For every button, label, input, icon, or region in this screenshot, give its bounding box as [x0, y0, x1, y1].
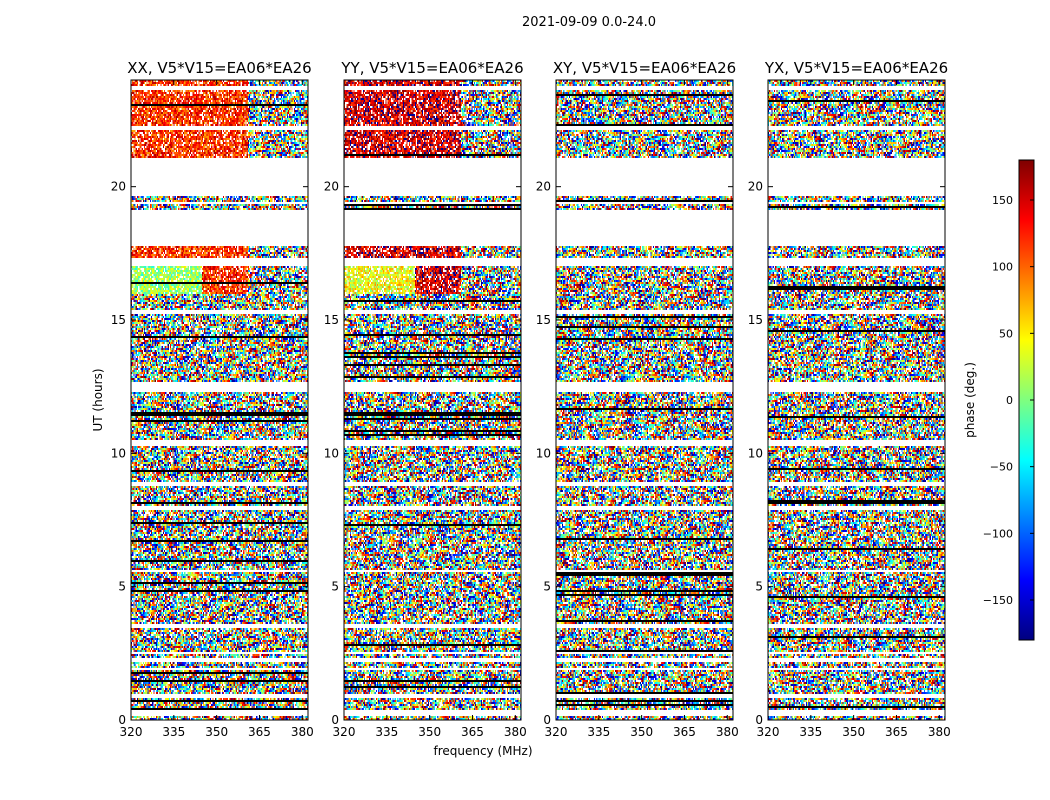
x-tick-label: 320 — [545, 725, 568, 739]
panel-title: XX, V5*V15=EA06*EA26 — [127, 59, 311, 77]
phase-heatmap — [556, 80, 733, 720]
x-tick-label: 350 — [630, 725, 653, 739]
y-tick-label: 0 — [331, 713, 339, 727]
colorbar-tick-label: 150 — [992, 194, 1013, 207]
y-tick-label: 5 — [331, 580, 339, 594]
panel-frame — [343, 79, 522, 721]
y-axis-label: UT (hours) — [91, 368, 105, 431]
x-tick-label: 365 — [248, 725, 271, 739]
panel-frame — [130, 79, 309, 721]
x-tick-label: 320 — [333, 725, 356, 739]
colorbar-ticks: −150 −100 −50 0 50 100 150 — [983, 194, 1034, 607]
panel-frame — [767, 79, 946, 721]
figure-suptitle: 2021-09-09 0.0-24.0 — [522, 15, 656, 30]
x-tick-label: 335 — [162, 725, 185, 739]
colorbar-tick-label: −50 — [990, 461, 1013, 474]
x-tick-label: 350 — [418, 725, 441, 739]
panels-group: XX, V5*V15=EA06*EA26 320 335 350 365 380 0 5 10 1… — [111, 59, 951, 739]
y-tick-label: 5 — [543, 580, 551, 594]
y-tick-label: 0 — [118, 713, 126, 727]
colorbar-tick-label: 100 — [992, 261, 1013, 274]
panel-xx: XX, V5*V15=EA06*EA26 320 335 350 365 380 0 5 10 1… — [111, 59, 314, 739]
colorbar-tick-label: 0 — [1006, 394, 1013, 407]
x-tick-label: 380 — [504, 725, 527, 739]
phase-heatmap — [344, 80, 521, 720]
x-tick-label: 350 — [205, 725, 228, 739]
y-tick-label: 20 — [111, 180, 126, 194]
x-tick-label: 350 — [842, 725, 865, 739]
y-tick-label: 5 — [118, 580, 126, 594]
panel-title: XY, V5*V15=EA06*EA26 — [553, 59, 736, 77]
x-tick-label: 380 — [928, 725, 951, 739]
panel-title: YY, V5*V15=EA06*EA26 — [340, 59, 523, 77]
y-tick-label: 5 — [755, 580, 763, 594]
y-tick-label: 20 — [324, 180, 339, 194]
x-tick-label: 320 — [120, 725, 143, 739]
x-tick-label: 380 — [291, 725, 314, 739]
y-tick-label: 10 — [111, 446, 126, 460]
phase-heatmap — [131, 80, 308, 720]
colorbar: −150 −100 −50 0 50 100 150 phase (deg.) — [963, 159, 1035, 641]
x-tick-label: 335 — [587, 725, 610, 739]
y-tick-label: 15 — [111, 313, 126, 327]
y-tick-label: 0 — [543, 713, 551, 727]
y-tick-label: 15 — [324, 313, 339, 327]
x-tick-label: 320 — [757, 725, 780, 739]
y-tick-label: 10 — [748, 446, 763, 460]
y-tick-label: 10 — [536, 446, 551, 460]
x-tick-label: 335 — [799, 725, 822, 739]
y-tick-label: 20 — [536, 180, 551, 194]
panel-yx: YX, V5*V15=EA06*EA26 320 335 350 365 380 0 5 10 1… — [748, 59, 951, 739]
colorbar-tick-label: −150 — [983, 594, 1013, 607]
colorbar-label: phase (deg.) — [963, 362, 977, 438]
y-tick-label: 15 — [748, 313, 763, 327]
y-tick-label: 10 — [324, 446, 339, 460]
x-tick-label: 365 — [885, 725, 908, 739]
y-tick-label: 15 — [536, 313, 551, 327]
x-tick-label: 335 — [375, 725, 398, 739]
x-tick-label: 365 — [461, 725, 484, 739]
x-tick-label: 380 — [716, 725, 739, 739]
y-tick-label: 0 — [755, 713, 763, 727]
x-tick-label: 365 — [673, 725, 696, 739]
panel-frame — [555, 79, 734, 721]
phase-heatmap — [768, 80, 945, 720]
x-axis-label: frequency (MHz) — [433, 744, 532, 758]
panel-yy: YY, V5*V15=EA06*EA26 320 335 350 365 380 0 5 10 1… — [324, 59, 527, 739]
panel-title: YX, V5*V15=EA06*EA26 — [764, 59, 948, 77]
panel-xy: XY, V5*V15=EA06*EA26 320 335 350 365 380 0 5 10 1… — [536, 59, 739, 739]
colorbar-tick-label: 50 — [999, 327, 1013, 340]
y-tick-label: 20 — [748, 180, 763, 194]
colorbar-tick-label: −100 — [983, 527, 1013, 540]
